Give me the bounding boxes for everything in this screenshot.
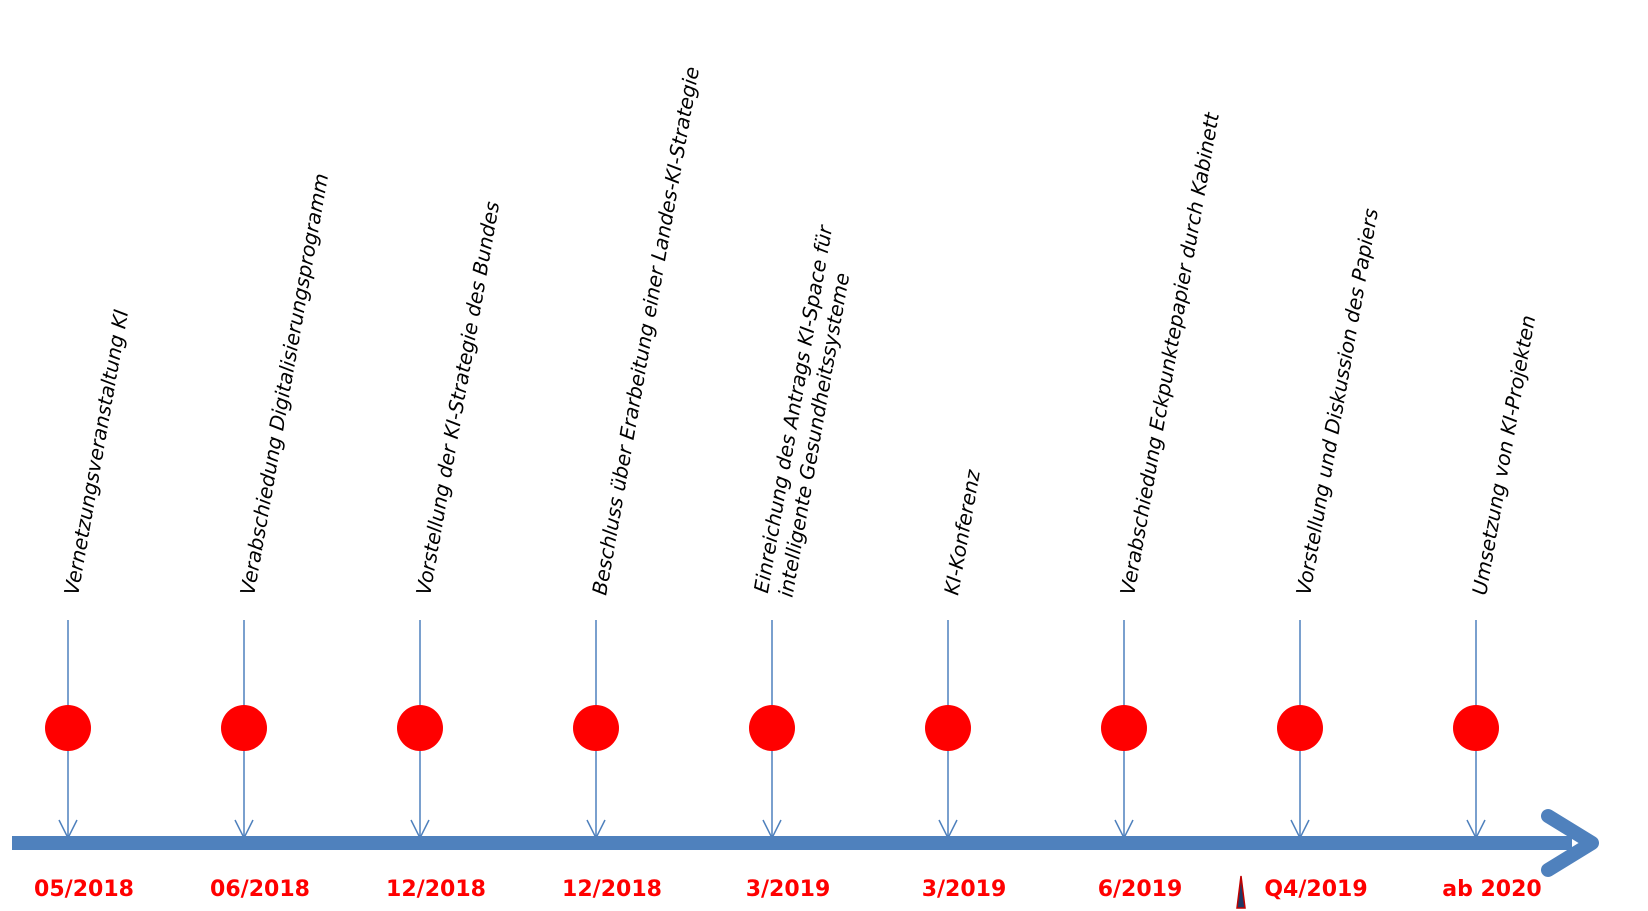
event-date-label: 3/2019 xyxy=(922,877,1007,902)
event-marker xyxy=(573,705,619,751)
event-label-layer: Vernetzungsveranstaltung KI Verabschiedun… xyxy=(59,65,1540,599)
event-label: Vorstellung der KI-Strategie des Bundes xyxy=(411,200,504,597)
event-marker xyxy=(1453,705,1499,751)
event-label-line: Umsetzung von KI-Projekten xyxy=(1467,313,1540,597)
event-date-label: 12/2018 xyxy=(562,877,662,902)
event-date-label: 12/2018 xyxy=(386,877,486,902)
event-date-label: 06/2018 xyxy=(210,877,310,902)
event-marker xyxy=(925,705,971,751)
event-label: Verabschiedung Eckpunktepapier durch Kab… xyxy=(1115,110,1224,597)
cursor-icon xyxy=(1236,875,1246,909)
event-date-label: 3/2019 xyxy=(746,877,831,902)
event-label: Beschluss über Erarbeitung einer Landes-… xyxy=(587,65,704,597)
event-label-line: Vorstellung und Diskussion des Papiers xyxy=(1291,207,1383,597)
event-marker xyxy=(749,705,795,751)
event-date-label: Q4/2019 xyxy=(1264,877,1367,902)
timeline-axis xyxy=(12,809,1599,877)
event-date-label: ab 2020 xyxy=(1442,877,1541,902)
event-label-line: Verabschiedung Eckpunktepapier durch Kab… xyxy=(1115,110,1224,597)
event-label-line: Vernetzungsveranstaltung KI xyxy=(59,308,133,597)
timeline-axis-arrowhead xyxy=(1541,809,1599,877)
event-marker xyxy=(1277,705,1323,751)
date-label-layer: 05/2018 06/2018 12/2018 12/2018 3/2019 3/2019… xyxy=(34,877,1542,902)
event-label-line: KI-Konferenz xyxy=(939,468,985,597)
marker-layer xyxy=(45,705,1499,751)
event-marker xyxy=(45,705,91,751)
event-marker xyxy=(1101,705,1147,751)
event-label: Vernetzungsveranstaltung KI xyxy=(59,308,133,597)
event-date-label: 6/2019 xyxy=(1098,877,1183,902)
event-marker xyxy=(221,705,267,751)
timeline-axis-bar xyxy=(12,836,1572,850)
event-date-label: 05/2018 xyxy=(34,877,134,902)
event-label-line: Beschluss über Erarbeitung einer Landes-… xyxy=(587,65,704,597)
event-label: KI-Konferenz xyxy=(939,468,985,597)
event-label: Einreichung des Antrags KI-Space fürinte… xyxy=(749,222,862,599)
event-label-line: Verabschiedung Digitalisierungsprogramm xyxy=(235,171,333,596)
event-label: Verabschiedung Digitalisierungsprogramm xyxy=(235,171,333,596)
event-label: Vorstellung und Diskussion des Papiers xyxy=(1291,207,1383,597)
event-marker xyxy=(397,705,443,751)
event-label-line: Vorstellung der KI-Strategie des Bundes xyxy=(411,200,504,597)
event-label: Umsetzung von KI-Projekten xyxy=(1467,313,1540,597)
